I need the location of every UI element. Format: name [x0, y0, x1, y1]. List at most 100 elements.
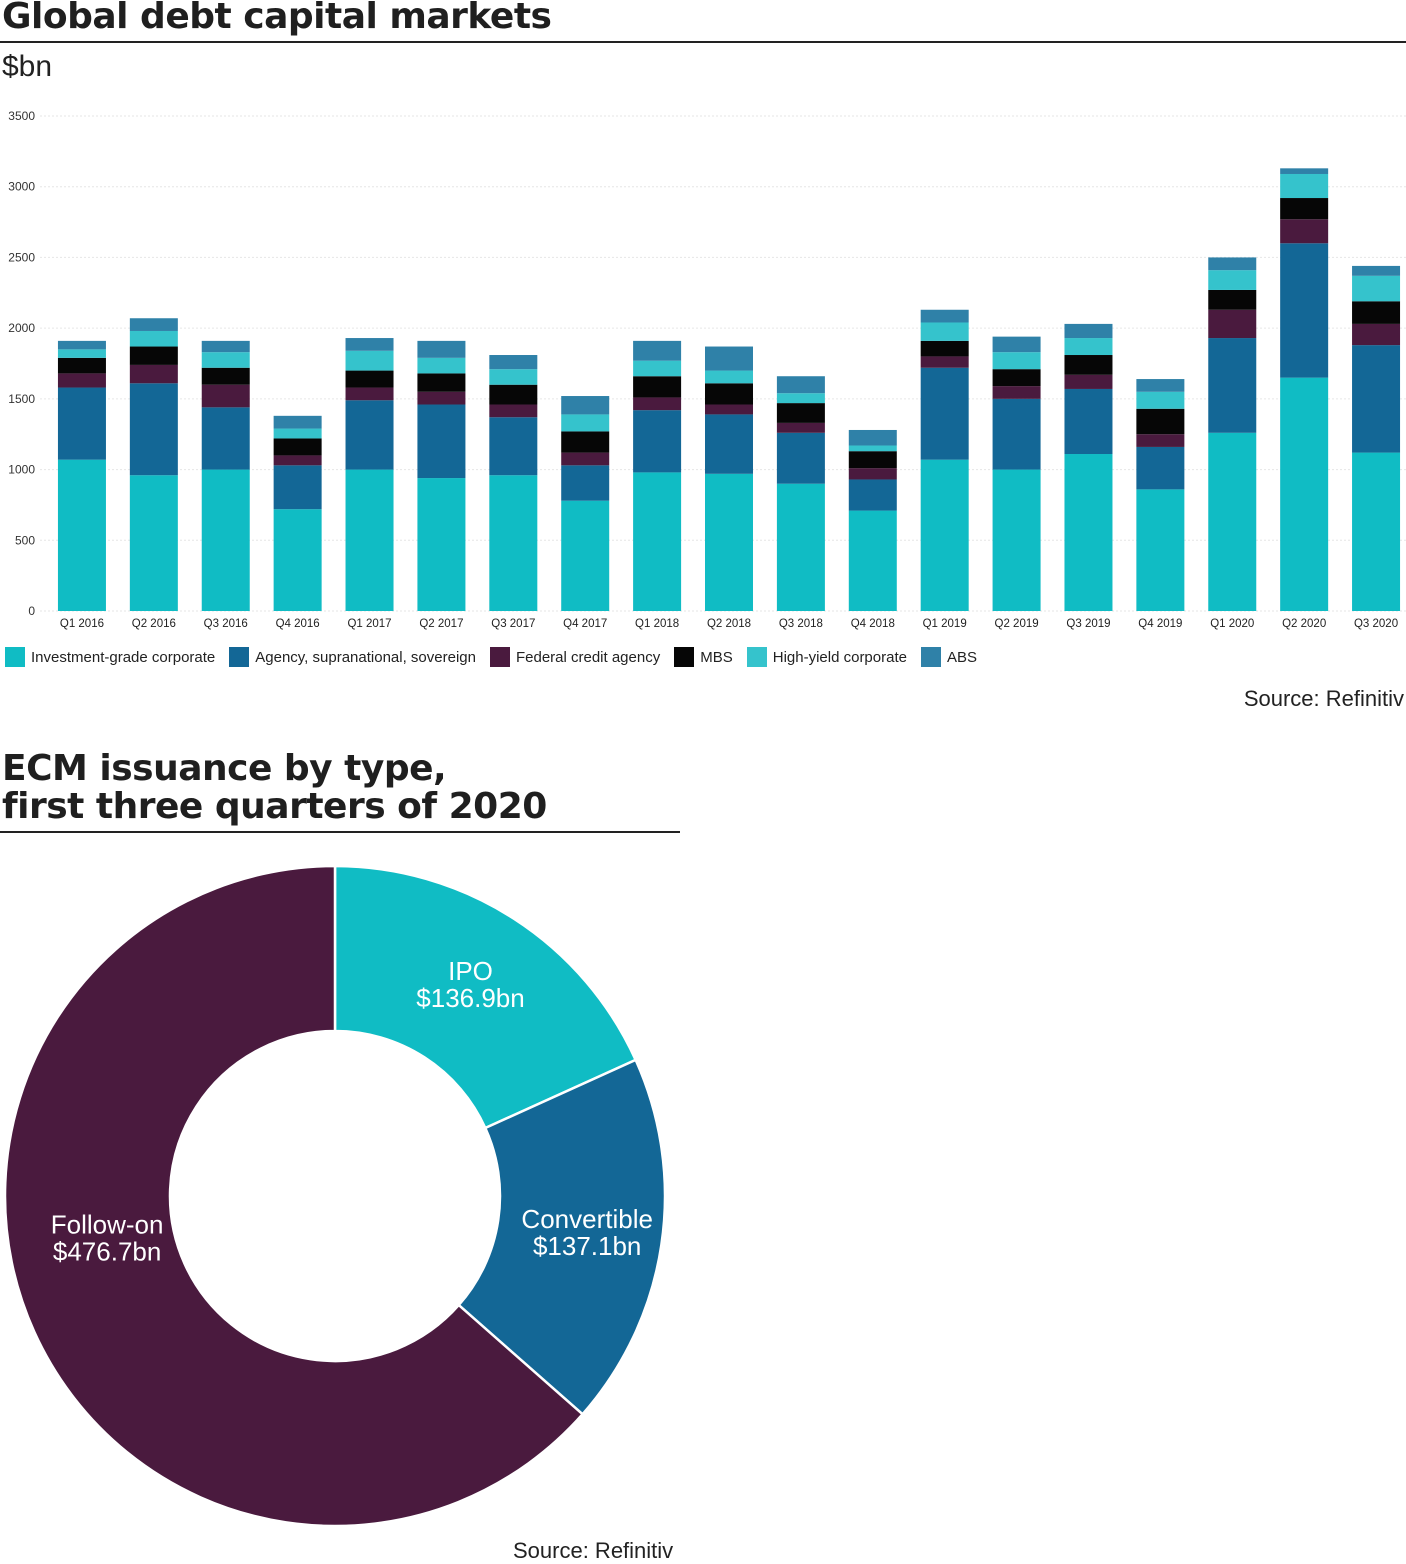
- bar-segment: [776, 376, 825, 394]
- bar-segment: [1208, 270, 1257, 290]
- x-tick-label: Q1 2020: [1210, 618, 1254, 630]
- bar-segment: [489, 475, 538, 611]
- bar-segment: [57, 459, 106, 611]
- y-tick-label: 1000: [8, 463, 35, 477]
- bar-segment: [489, 355, 538, 370]
- bar-segment: [1280, 377, 1329, 611]
- bar-segment: [417, 391, 466, 405]
- bar-segment: [848, 445, 897, 452]
- bar-segment: [417, 404, 466, 479]
- slice-label: Convertible: [521, 1204, 653, 1234]
- source-note: Source: Refinitiv: [1243, 686, 1404, 711]
- bar-segment: [1064, 338, 1113, 356]
- bar-segment: [920, 340, 969, 357]
- unit-label: $bn: [2, 50, 53, 83]
- bar-segment: [776, 432, 825, 484]
- bar-segment: [1136, 489, 1185, 611]
- legend-item: High-yield corporate: [746, 647, 907, 667]
- x-tick-label: Q1 2018: [635, 618, 679, 630]
- bar-segment: [489, 404, 538, 418]
- bar-segment: [776, 483, 825, 611]
- donut-title: ECM issuance by type, first three quarte…: [2, 750, 682, 826]
- bar-segment: [57, 349, 106, 358]
- bar-segment: [1280, 198, 1329, 220]
- x-tick-label: Q2 2019: [995, 618, 1039, 630]
- x-tick-label: Q2 2020: [1282, 618, 1326, 630]
- bar-segment: [201, 340, 250, 353]
- x-tick-label: Q3 2020: [1354, 618, 1398, 630]
- slice-label: Follow-on: [51, 1209, 164, 1239]
- legend-item: MBS: [674, 647, 733, 667]
- bar-segment: [129, 318, 178, 331]
- bar-segment: [561, 500, 610, 611]
- x-tick-label: Q3 2019: [1066, 618, 1110, 630]
- x-tick-label: Q1 2019: [923, 618, 967, 630]
- legend-swatch: [674, 647, 695, 667]
- legend-swatch: [5, 647, 25, 667]
- legend-label: Agency, supranational, sovereign: [255, 648, 476, 666]
- bar-segment: [848, 429, 897, 446]
- bar-segment: [1064, 388, 1113, 455]
- bar-segment: [129, 475, 178, 611]
- bar-segment: [920, 309, 969, 323]
- bar-segment: [345, 350, 394, 371]
- bar-segment: [1208, 432, 1257, 611]
- bar-segment: [129, 330, 178, 347]
- y-tick-label: 0: [28, 604, 35, 618]
- bar-segment: [1064, 454, 1113, 611]
- y-tick-label: 2000: [8, 321, 35, 335]
- legend-label: Federal credit agency: [515, 648, 661, 666]
- bar-segment: [561, 431, 610, 453]
- x-tick-label: Q4 2016: [276, 618, 320, 630]
- bar-segment: [57, 373, 106, 388]
- bar-segment: [992, 336, 1041, 353]
- legend-label: Investment-grade corporate: [31, 648, 216, 666]
- bar-segment: [848, 468, 897, 480]
- bar-segment: [201, 407, 250, 470]
- bar-segment: [561, 396, 610, 415]
- x-tick-label: Q3 2017: [491, 618, 535, 630]
- bar-segment: [633, 472, 682, 611]
- chart-legend: Investment-grade corporate Agency, supran…: [5, 647, 991, 667]
- bar-segment: [1064, 323, 1113, 339]
- bar-segment: [1136, 391, 1185, 409]
- slice-value-label: $136.9bn: [416, 983, 524, 1013]
- bar-segment: [561, 465, 610, 501]
- bar-segment: [992, 369, 1041, 387]
- bar-segment: [1208, 257, 1257, 271]
- x-tick-label: Q3 2018: [779, 618, 823, 630]
- bar-segment: [848, 479, 897, 511]
- bar-segment: [129, 364, 178, 384]
- donut-title-line2: first three quarters of 2020: [2, 786, 547, 827]
- bar-segment: [201, 367, 250, 385]
- donut-title-line1: ECM issuance by type,: [2, 748, 447, 789]
- bar-segment: [1280, 243, 1329, 378]
- bar-segment: [1136, 379, 1185, 392]
- bar-segment: [489, 417, 538, 476]
- bar-segment: [273, 509, 322, 611]
- bar-segment: [417, 357, 466, 374]
- slice-value-label: $137.1bn: [533, 1231, 641, 1261]
- bar-segment: [992, 352, 1041, 370]
- bar-segment: [345, 338, 394, 351]
- bar-segment: [345, 469, 394, 611]
- bar-segment: [1208, 289, 1257, 310]
- bar-segment: [345, 400, 394, 470]
- bar-segment: [417, 340, 466, 358]
- x-tick-label: Q2 2018: [707, 618, 751, 630]
- bar-segment: [1136, 446, 1185, 490]
- donut-chart: IPO$136.9bn Convertible$137.1bn Follow-on$…: [3, 864, 667, 1528]
- bar-segment: [57, 340, 106, 350]
- bar-segment: [776, 422, 825, 433]
- bar-segment: [633, 360, 682, 377]
- bar-segment: [345, 387, 394, 401]
- bar-segment: [561, 452, 610, 466]
- y-tick-label: 3000: [8, 180, 35, 194]
- bar-segment: [57, 357, 106, 374]
- x-tick-label: Q3 2016: [204, 618, 248, 630]
- bar-segment: [1280, 168, 1329, 174]
- x-tick-label: Q4 2019: [1138, 618, 1182, 630]
- bar-segment: [992, 398, 1041, 470]
- title-rule: [0, 41, 1406, 43]
- bar-segment: [705, 404, 753, 415]
